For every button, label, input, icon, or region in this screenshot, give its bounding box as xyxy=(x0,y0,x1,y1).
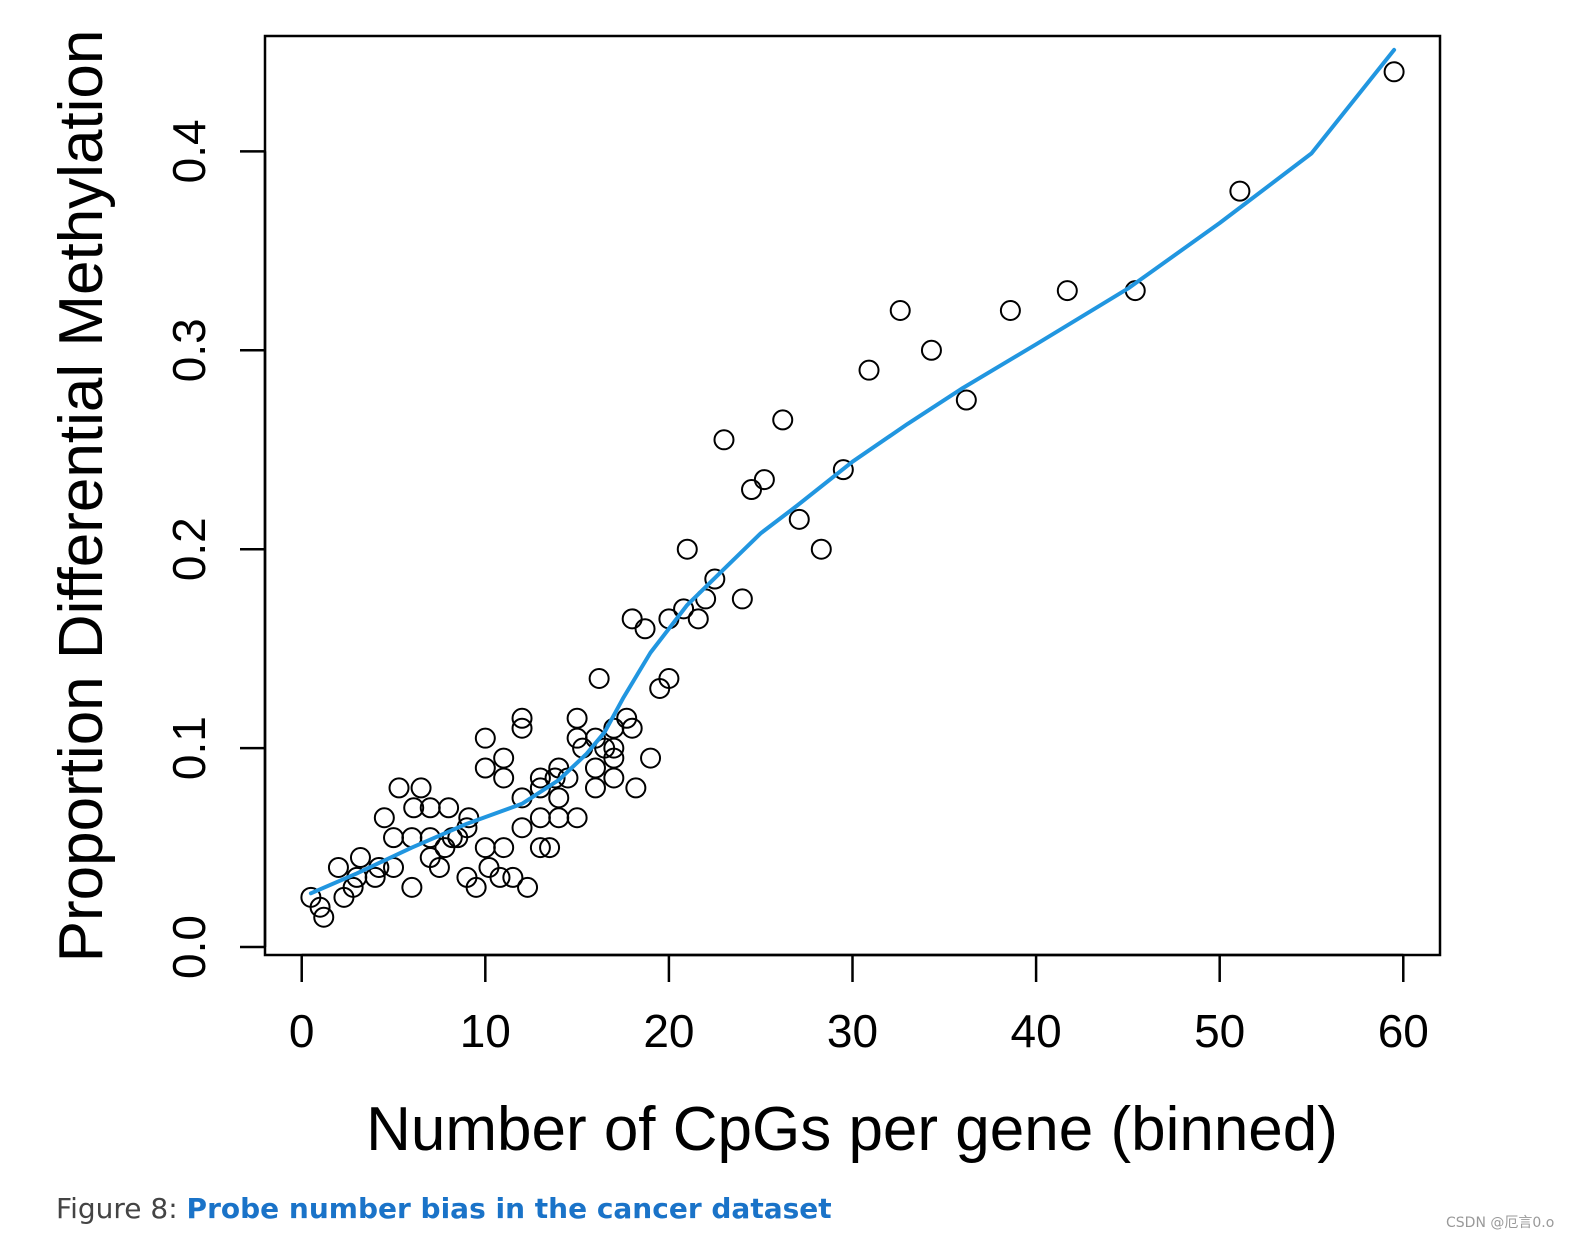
data-point xyxy=(539,837,561,859)
plot-frame xyxy=(263,34,1442,957)
caption-prefix: Figure 8: xyxy=(56,1192,187,1225)
x-tick-label: 10 xyxy=(460,1005,511,1057)
data-point xyxy=(529,807,551,829)
data-point xyxy=(511,707,533,729)
data-point xyxy=(349,847,371,869)
y-axis-title: Proportion Differential Methylation xyxy=(47,30,116,963)
data-point xyxy=(342,876,364,898)
x-axis: 0 10 20 30 40 50 60 xyxy=(289,953,1429,1057)
figure-caption: Figure 8: Probe number bias in the cance… xyxy=(56,1192,832,1225)
data-point xyxy=(465,876,487,898)
data-point xyxy=(955,389,977,411)
y-axis: 0.0 0.1 0.2 0.3 0.4 xyxy=(163,119,267,979)
data-point xyxy=(687,608,709,630)
x-tick-label: 60 xyxy=(1378,1005,1429,1057)
y-tick-label: 0.3 xyxy=(163,318,215,382)
data-points xyxy=(300,61,1405,928)
data-point xyxy=(383,827,405,849)
data-point xyxy=(548,787,570,809)
data-point xyxy=(603,747,625,769)
data-point xyxy=(313,906,335,928)
data-point xyxy=(584,777,606,799)
data-point xyxy=(832,459,854,481)
data-point xyxy=(625,777,647,799)
data-point xyxy=(474,837,496,859)
data-point xyxy=(1056,280,1078,302)
x-axis-title: Number of CpGs per gene (binned) xyxy=(366,1095,1338,1164)
y-tick-label: 0.0 xyxy=(163,915,215,979)
data-point xyxy=(517,876,539,898)
y-tick-label: 0.4 xyxy=(163,119,215,183)
data-point xyxy=(410,777,432,799)
data-point xyxy=(713,429,735,451)
scatter-chart: 0 10 20 30 40 50 60 0.0 0.1 0.2 0.3 0.4 Number of … xyxy=(47,30,1442,1164)
data-point xyxy=(741,479,763,501)
data-point xyxy=(493,767,515,789)
x-tick-label: 30 xyxy=(827,1005,878,1057)
caption-title: Probe number bias in the cancer dataset xyxy=(186,1192,832,1225)
data-point xyxy=(388,777,410,799)
data-point xyxy=(511,717,533,739)
data-point xyxy=(511,817,533,839)
data-point xyxy=(403,797,425,819)
data-point xyxy=(327,856,349,878)
data-point xyxy=(1383,61,1405,83)
data-point xyxy=(788,508,810,530)
data-point xyxy=(364,866,386,888)
data-point xyxy=(621,717,643,739)
data-point xyxy=(658,668,680,690)
data-point xyxy=(731,588,753,610)
data-point xyxy=(566,707,588,729)
data-point xyxy=(858,359,880,381)
data-point xyxy=(1229,180,1251,202)
data-point xyxy=(493,747,515,769)
data-point xyxy=(309,896,331,918)
data-point xyxy=(529,837,551,859)
data-point xyxy=(566,807,588,829)
data-point xyxy=(920,339,942,361)
smooth-trend-line xyxy=(308,47,1397,896)
data-point xyxy=(603,767,625,789)
data-point xyxy=(428,856,450,878)
x-tick-label: 40 xyxy=(1011,1005,1062,1057)
watermark: CSDN @厄言0.o xyxy=(1446,1215,1555,1231)
data-point xyxy=(438,797,460,819)
data-point xyxy=(474,757,496,779)
data-point xyxy=(529,767,551,789)
y-tick-label: 0.1 xyxy=(163,716,215,780)
data-point xyxy=(616,707,638,729)
data-point xyxy=(401,876,423,898)
x-tick-label: 50 xyxy=(1194,1005,1245,1057)
data-point xyxy=(544,767,566,789)
data-point xyxy=(493,837,515,859)
data-point xyxy=(584,757,606,779)
data-point xyxy=(474,727,496,749)
data-point xyxy=(704,568,726,590)
x-tick-label: 0 xyxy=(289,1005,315,1057)
data-point xyxy=(810,538,832,560)
data-point xyxy=(489,866,511,888)
data-point xyxy=(588,668,610,690)
data-point xyxy=(753,469,775,491)
x-tick-label: 20 xyxy=(643,1005,694,1057)
data-point xyxy=(621,608,643,630)
data-point xyxy=(634,618,656,640)
y-tick-label: 0.2 xyxy=(163,517,215,581)
data-point xyxy=(640,747,662,769)
data-point xyxy=(502,866,524,888)
data-point xyxy=(373,807,395,829)
data-point xyxy=(772,409,794,431)
data-point xyxy=(889,300,911,322)
data-point xyxy=(548,807,570,829)
data-point xyxy=(999,300,1021,322)
data-point xyxy=(478,856,500,878)
data-point xyxy=(676,538,698,560)
data-point xyxy=(673,598,695,620)
